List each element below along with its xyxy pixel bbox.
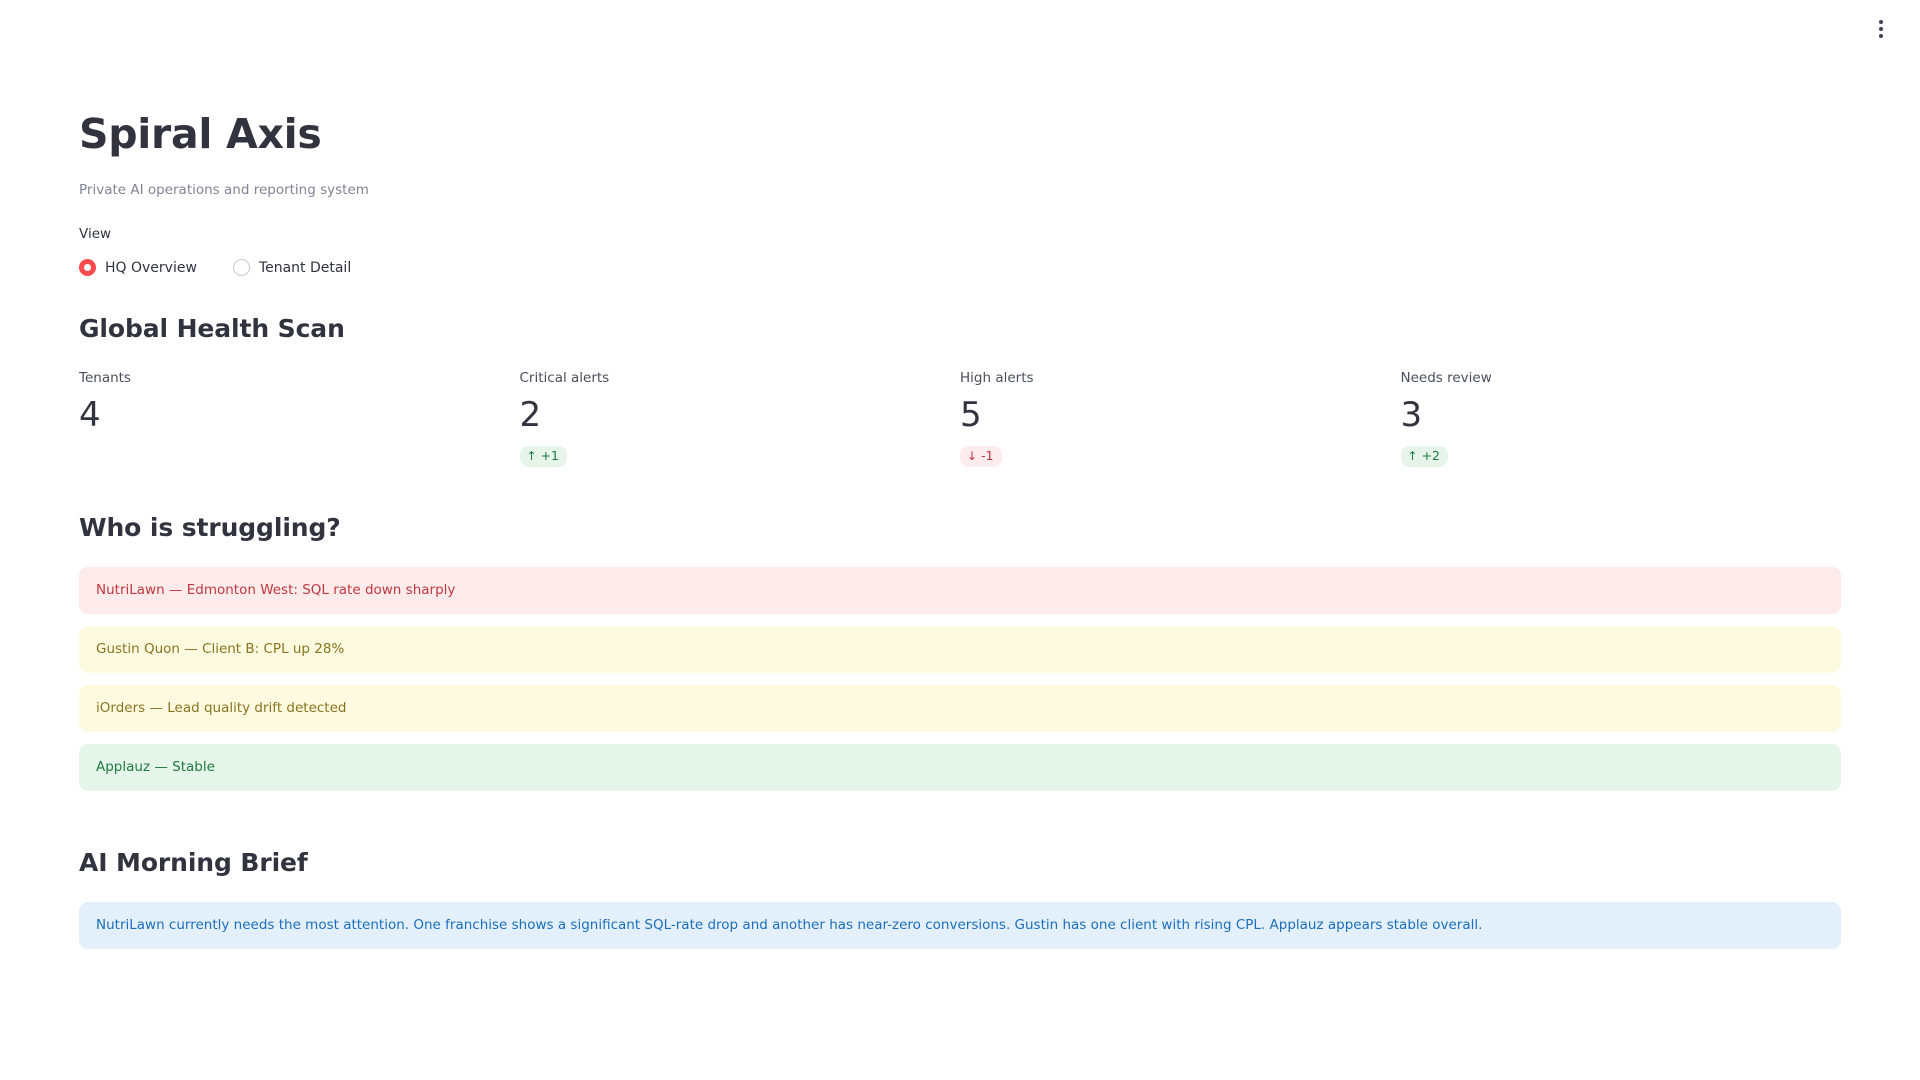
- app-toolbar: [1864, 0, 1920, 58]
- metric-high-alerts: High alerts 5 ↓ -1: [960, 368, 1401, 470]
- metric-delta-badge: ↑ +1: [519, 445, 567, 468]
- arrow-down-icon: ↓: [967, 449, 978, 464]
- radio-option-label: Tenant Detail: [258, 259, 352, 276]
- metric-delta-value: -1: [981, 447, 994, 463]
- view-radio-group[interactable]: HQ Overview Tenant Detail: [79, 245, 1841, 277]
- alert-row-warning: iOrders — Lead quality drift detected: [79, 684, 1841, 732]
- metric-label: Needs review: [1400, 370, 1492, 387]
- metric-delta-placeholder: [79, 437, 504, 470]
- metric-critical-alerts: Critical alerts 2 ↑ +1: [519, 368, 961, 470]
- metrics-row: Tenants 4 Critical alerts 2 ↑ +1 High al…: [79, 343, 1841, 470]
- metric-tenants: Tenants 4: [79, 368, 520, 470]
- radio-option-hq-overview[interactable]: HQ Overview: [79, 259, 197, 277]
- radio-option-label: HQ Overview: [105, 259, 197, 276]
- view-selector-label: View: [79, 225, 112, 242]
- menu-dot: [1879, 20, 1883, 24]
- alert-row-warning: Gustin Quon — Client B: CPL up 28%: [79, 625, 1841, 673]
- section-heading-ai-morning-brief: AI Morning Brief: [79, 847, 308, 877]
- metric-label: High alerts: [960, 370, 1034, 387]
- three-dots-vertical-icon[interactable]: [1864, 12, 1898, 46]
- page-subtitle: Private AI operations and reporting syst…: [79, 182, 369, 199]
- radio-unselected-icon[interactable]: [232, 259, 250, 277]
- metric-label: Critical alerts: [519, 370, 610, 387]
- alert-row-ok: Applauz — Stable: [79, 743, 1841, 791]
- menu-dot: [1879, 34, 1883, 38]
- ai-morning-brief-callout: NutriLawn currently needs the most atten…: [79, 901, 1841, 949]
- section-heading-who-is-struggling: Who is struggling?: [79, 512, 341, 542]
- metric-delta-value: +2: [1421, 447, 1440, 463]
- radio-option-tenant-detail[interactable]: Tenant Detail: [232, 259, 352, 277]
- metric-value: 5: [960, 395, 982, 436]
- alert-row-critical: NutriLawn — Edmonton West: SQL rate down…: [79, 566, 1841, 614]
- metric-label: Tenants: [79, 370, 131, 387]
- metric-delta-value: +1: [540, 447, 559, 463]
- radio-selected-icon[interactable]: [79, 259, 96, 277]
- metric-delta-badge: ↓ -1: [960, 445, 1002, 468]
- alert-list: NutriLawn — Edmonton West: SQL rate down…: [79, 542, 1841, 791]
- arrow-up-icon: ↑: [1407, 449, 1418, 464]
- metric-delta-badge: ↑ +2: [1400, 445, 1448, 468]
- section-heading-global-health-scan: Global Health Scan: [79, 314, 345, 344]
- metric-value: 4: [79, 395, 101, 436]
- metric-needs-review: Needs review 3 ↑ +2: [1400, 368, 1842, 470]
- page-title: Spiral Axis: [79, 110, 322, 158]
- metric-value: 3: [1400, 395, 1423, 436]
- main-content: Spiral Axis Private AI operations and re…: [79, 0, 1841, 949]
- menu-dot: [1879, 27, 1883, 31]
- arrow-up-icon: ↑: [526, 449, 537, 464]
- metric-value: 2: [519, 395, 542, 436]
